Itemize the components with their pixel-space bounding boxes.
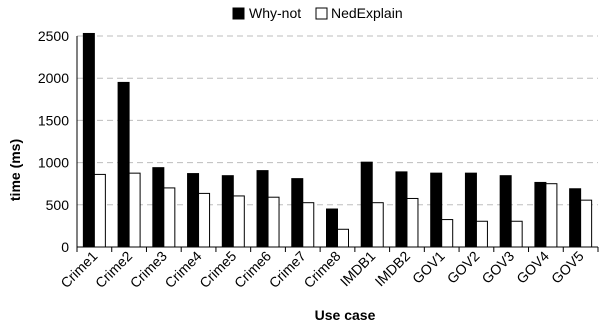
- x-tick-label: GOV5: [548, 248, 587, 287]
- legend-swatch-why-not: [232, 7, 245, 20]
- legend: Why-not NedExplain: [232, 5, 403, 21]
- x-tick-label: Crime6: [231, 248, 274, 291]
- bar-nedexplain: [371, 202, 384, 248]
- bar-nedexplain: [406, 197, 419, 248]
- y-tick-label: 1000: [38, 155, 69, 171]
- y-tick-label: 0: [61, 239, 69, 255]
- x-axis: Crime1Crime2Crime3Crime4Crime5Crime6Crim…: [57, 246, 599, 291]
- y-tick-label: 500: [46, 197, 70, 213]
- bar-why-not: [430, 172, 443, 248]
- x-tick-label: IMDB1: [337, 248, 379, 290]
- bar-nedexplain: [441, 219, 454, 248]
- x-tick-label: GOV1: [409, 248, 448, 287]
- x-tick-label: Crime7: [266, 248, 309, 291]
- x-tick-label: GOV4: [513, 248, 552, 287]
- bar-nedexplain: [93, 173, 106, 248]
- bar-why-not: [187, 173, 200, 248]
- y-tick-label: 2500: [38, 28, 69, 44]
- bar-why-not: [326, 208, 338, 248]
- bar-why-not: [534, 181, 547, 248]
- x-tick-label: Crime3: [127, 248, 170, 291]
- x-tick-label: Crime8: [300, 248, 343, 291]
- x-axis-title: Use case: [315, 307, 376, 323]
- x-tick-label: GOV2: [444, 248, 483, 287]
- bar-why-not: [569, 188, 582, 248]
- bar-why-not: [291, 178, 304, 248]
- bar-nedexplain: [232, 195, 245, 248]
- y-tick-label: 1500: [38, 112, 69, 128]
- x-tick-label: Crime2: [92, 248, 135, 291]
- bar-why-not: [82, 32, 95, 248]
- y-axis: 0 500 1000 1500 2000 2500: [38, 28, 78, 255]
- bar-nedexplain: [580, 199, 593, 248]
- legend-label-nedexplain: NedExplain: [331, 5, 403, 21]
- bar-why-not: [464, 172, 477, 248]
- bar-nedexplain: [510, 220, 523, 248]
- bar-nedexplain: [545, 183, 558, 248]
- bar-why-not: [152, 167, 165, 248]
- x-tick-label: GOV3: [478, 248, 517, 287]
- bar-nedexplain: [128, 172, 141, 248]
- x-tick-label: Crime5: [196, 248, 239, 291]
- bar-why-not: [117, 81, 130, 248]
- bar-why-not: [256, 170, 269, 248]
- bar-nedexplain: [337, 228, 349, 248]
- legend-swatch-nedexplain: [315, 7, 328, 20]
- x-tick-label: Crime4: [161, 248, 204, 291]
- bars: [82, 32, 593, 248]
- bar-nedexplain: [163, 187, 176, 248]
- bar-nedexplain: [302, 202, 315, 248]
- bar-why-not: [499, 175, 512, 248]
- legend-label-why-not: Why-not: [249, 5, 301, 21]
- y-axis-title: time (ms): [7, 139, 23, 201]
- bar-nedexplain: [475, 220, 488, 248]
- x-tick-label: IMDB2: [372, 248, 414, 290]
- y-tick-label: 2000: [38, 70, 69, 86]
- bar-why-not: [221, 175, 234, 248]
- bar-nedexplain: [198, 192, 211, 248]
- bar-why-not: [360, 161, 373, 248]
- bar-why-not: [395, 171, 408, 248]
- bar-nedexplain: [267, 196, 280, 248]
